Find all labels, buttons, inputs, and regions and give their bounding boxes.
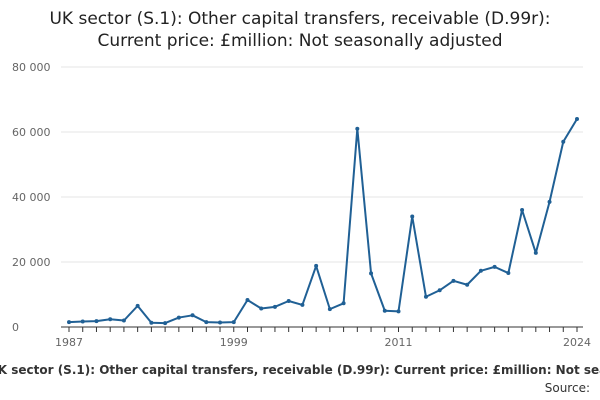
- data-point-2010[interactable]: [382, 308, 387, 313]
- data-point-2021[interactable]: [533, 250, 538, 255]
- data-point-2014[interactable]: [437, 288, 442, 293]
- data-point-2006[interactable]: [327, 307, 332, 312]
- data-point-2016[interactable]: [465, 282, 470, 287]
- data-point-1991[interactable]: [121, 318, 126, 323]
- x-axis: 1987 1999 2011 2024: [55, 326, 591, 349]
- data-point-1994[interactable]: [163, 321, 168, 326]
- data-point-2011[interactable]: [396, 309, 401, 314]
- data-point-2008[interactable]: [355, 126, 360, 131]
- data-point-2017[interactable]: [478, 268, 483, 273]
- data-point-2004[interactable]: [300, 302, 305, 307]
- y-tick-label-2: 40 000: [12, 191, 51, 204]
- data-point-1997[interactable]: [204, 320, 209, 325]
- data-point-2012[interactable]: [410, 214, 415, 219]
- y-tick-label-4: 80 000: [12, 61, 51, 74]
- x-tick-label-2024: 2024: [563, 336, 591, 349]
- data-point-1988[interactable]: [80, 319, 85, 324]
- data-point-2005[interactable]: [314, 263, 319, 268]
- x-tick-label-2011: 2011: [385, 336, 413, 349]
- y-gridlines: [61, 66, 583, 263]
- data-point-1992[interactable]: [135, 303, 140, 308]
- data-point-2018[interactable]: [492, 264, 497, 269]
- data-point-2022[interactable]: [547, 199, 552, 204]
- data-point-2013[interactable]: [423, 294, 428, 299]
- data-point-2002[interactable]: [272, 304, 277, 309]
- x-tick-label-1999: 1999: [220, 336, 248, 349]
- data-point-1995[interactable]: [176, 315, 181, 320]
- data-point-2000[interactable]: [245, 298, 250, 303]
- y-tick-label-1: 20 000: [12, 256, 51, 269]
- data-point-1990[interactable]: [108, 317, 113, 322]
- chart-title: UK sector (S.1): Other capital transfers…: [0, 8, 600, 52]
- source-label: Source:: [544, 381, 590, 395]
- series-layer: [67, 117, 579, 326]
- data-point-2003[interactable]: [286, 299, 291, 303]
- data-point-1999[interactable]: [231, 320, 236, 325]
- data-point-1989[interactable]: [94, 319, 99, 324]
- data-point-1987[interactable]: [67, 320, 71, 325]
- data-point-2020[interactable]: [520, 208, 525, 212]
- data-point-1996[interactable]: [190, 313, 195, 318]
- series-line-0: [68, 118, 578, 325]
- data-point-2024[interactable]: [575, 117, 579, 121]
- chart-caption: UK sector (S.1): Other capital transfers…: [0, 363, 600, 377]
- data-point-2023[interactable]: [561, 139, 566, 144]
- data-point-2015[interactable]: [451, 278, 456, 283]
- chart-title-line-2: Current price: £million: Not seasonally …: [97, 31, 503, 51]
- y-tick-label-0: 0: [12, 321, 19, 334]
- data-point-2009[interactable]: [369, 271, 374, 276]
- data-point-1993[interactable]: [149, 320, 154, 325]
- data-point-1998[interactable]: [218, 320, 223, 325]
- data-point-2007[interactable]: [341, 301, 346, 306]
- x-tick-label-1987: 1987: [55, 336, 83, 349]
- chart-caption-text: UK sector (S.1): Other capital transfers…: [0, 363, 600, 377]
- y-axis-labels: 0 20 000 40 000 60 000 80 000: [12, 61, 51, 334]
- chart-title-line-1: UK sector (S.1): Other capital transfers…: [49, 9, 551, 29]
- y-tick-label-3: 60 000: [12, 126, 51, 139]
- data-point-2019[interactable]: [506, 271, 511, 276]
- data-point-2001[interactable]: [259, 306, 264, 311]
